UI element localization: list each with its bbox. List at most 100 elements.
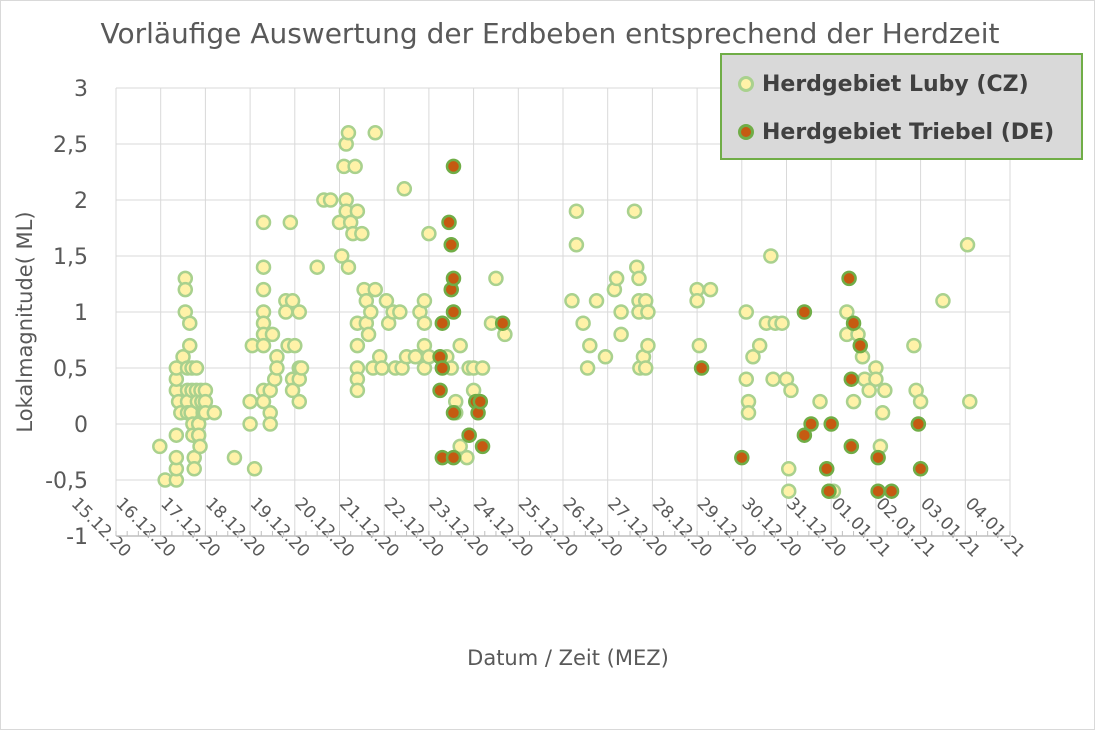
data-point-luby <box>861 382 877 399</box>
data-point-triebel <box>461 427 477 443</box>
data-point-luby <box>226 449 243 466</box>
data-point-luby <box>751 337 768 354</box>
data-point-luby <box>367 281 384 298</box>
data-point-triebel <box>443 237 459 253</box>
data-point-luby <box>613 304 629 320</box>
data-point-triebel <box>803 416 819 432</box>
data-point-luby <box>291 304 308 320</box>
data-point-luby <box>877 382 893 399</box>
data-point-luby <box>349 382 366 399</box>
data-point-luby <box>488 270 504 287</box>
data-point-luby <box>378 293 395 309</box>
data-point-luby <box>740 405 757 421</box>
x-axis-title: Datum / Zeit (MEZ) <box>467 646 669 670</box>
data-point-luby <box>340 125 357 141</box>
data-point-luby <box>396 181 413 197</box>
data-point-luby <box>783 382 799 399</box>
data-point-triebel <box>472 393 489 410</box>
data-point-triebel <box>474 438 491 455</box>
data-point-luby <box>568 237 585 253</box>
data-point-luby <box>579 360 596 376</box>
legend: Herdgebiet Luby (CZ) Herdgebiet Triebel … <box>720 53 1083 160</box>
data-point-triebel <box>445 449 462 466</box>
data-point-triebel <box>843 438 860 455</box>
data-point-luby <box>416 293 433 309</box>
data-point-luby <box>287 337 303 354</box>
data-point-luby <box>363 304 379 320</box>
data-point-triebel <box>796 304 813 320</box>
data-point-luby <box>613 326 629 343</box>
y-tick-label: 0,5 <box>53 357 88 382</box>
data-point-triebel <box>912 461 929 477</box>
data-point-luby <box>284 382 301 399</box>
data-point-triebel <box>734 449 750 466</box>
data-point-triebel <box>845 315 862 331</box>
data-point-luby <box>367 125 384 141</box>
y-tick-label: -0,5 <box>45 469 88 494</box>
data-point-luby <box>284 293 301 309</box>
data-point-triebel <box>445 270 462 287</box>
data-point-triebel <box>821 483 837 499</box>
data-point-triebel <box>494 315 511 331</box>
data-point-luby <box>354 225 370 242</box>
data-point-luby <box>421 225 437 242</box>
data-point-luby <box>407 349 424 365</box>
data-point-luby <box>812 393 828 410</box>
data-point-luby <box>349 337 366 354</box>
data-point-luby <box>291 393 308 410</box>
y-tick-label: 2 <box>74 189 88 214</box>
data-point-triebel <box>434 360 451 376</box>
data-point-luby <box>246 461 263 477</box>
data-point-luby <box>255 259 272 275</box>
data-point-luby <box>168 449 185 466</box>
legend-label-luby: Herdgebiet Luby (CZ) <box>762 71 1029 97</box>
data-point-luby <box>906 337 922 354</box>
data-point-luby <box>340 259 357 275</box>
data-point-luby <box>738 304 755 320</box>
data-point-luby <box>192 438 208 455</box>
data-point-luby <box>269 360 285 376</box>
data-point-luby <box>763 248 779 264</box>
data-point-triebel <box>445 304 462 320</box>
data-point-luby <box>962 393 978 410</box>
data-point-luby <box>188 360 205 376</box>
data-point-luby <box>168 427 185 443</box>
data-point-luby <box>152 438 168 455</box>
data-point-triebel <box>693 360 710 376</box>
y-tick-label: 1,5 <box>53 245 88 270</box>
data-point-luby <box>845 393 862 410</box>
data-point-luby <box>255 281 272 298</box>
y-tick-label: 2,5 <box>53 133 88 158</box>
data-point-luby <box>322 192 339 208</box>
luby-marker-icon <box>738 76 754 92</box>
data-point-luby <box>459 449 475 466</box>
data-point-luby <box>774 315 790 331</box>
data-point-luby <box>564 293 580 309</box>
data-point-luby <box>262 416 278 432</box>
data-point-luby <box>474 360 491 376</box>
y-tick-label: 1 <box>74 301 88 326</box>
data-point-luby <box>264 326 281 343</box>
data-point-luby <box>360 326 377 343</box>
data-point-luby <box>186 461 202 477</box>
data-point-luby <box>689 293 705 309</box>
data-point-triebel <box>841 270 857 287</box>
data-point-triebel <box>870 483 886 499</box>
data-point-luby <box>702 281 719 298</box>
data-point-triebel <box>445 158 462 175</box>
data-point-triebel <box>852 337 869 354</box>
y-tick-label: 3 <box>74 77 88 102</box>
data-point-luby <box>745 349 761 365</box>
data-point-luby <box>738 371 755 387</box>
data-point-triebel <box>883 483 900 499</box>
data-point-triebel <box>796 427 813 443</box>
data-point-triebel <box>870 449 886 466</box>
data-point-luby <box>626 203 643 219</box>
data-point-luby <box>637 360 654 376</box>
data-point-triebel <box>441 214 457 231</box>
data-point-luby <box>959 237 976 253</box>
data-point-luby <box>597 349 614 365</box>
data-point-luby <box>765 371 781 387</box>
data-point-triebel <box>432 382 448 399</box>
